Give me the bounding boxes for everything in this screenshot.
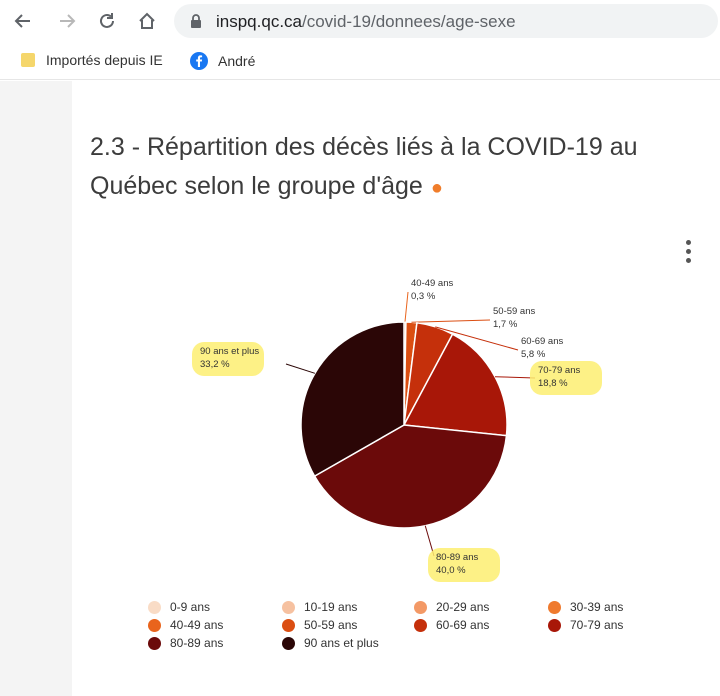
reload-button[interactable] [92,6,122,36]
data-label-name: 70-79 ans [538,365,581,376]
legend-label: 10-19 ans [304,600,358,614]
home-icon [139,12,155,29]
kebab-dot-icon [686,258,691,263]
legend-label: 20-29 ans [436,600,490,614]
legend-item-10-19[interactable]: 10-19 ans [282,600,357,614]
legend-label: 60-69 ans [436,618,490,632]
legend-item-30-39[interactable]: 30-39 ans [548,600,623,614]
bookmark-imported[interactable]: Importés depuis IE [20,52,163,68]
legend-swatch [148,636,161,650]
address-bar[interactable]: inspq.qc.ca/covid-19/donnees/age-sexe [174,4,718,38]
legend-swatch [414,618,427,632]
facebook-icon [190,52,208,70]
folder-icon [21,53,35,67]
bookmark-label: André [218,53,256,69]
legend-label: 90 ans et plus [304,636,379,650]
legend-item-40-49[interactable]: 40-49 ans [148,618,223,632]
legend-swatch [414,600,427,614]
url-host: inspq.qc.ca [216,12,302,31]
label-highlight [530,361,602,395]
data-label-name: 90 ans et plus [200,346,259,357]
title-bullet-icon: ● [430,177,443,199]
legend-swatch [282,618,295,632]
arrow-left-icon [14,14,30,28]
legend-label: 70-79 ans [570,618,624,632]
legend-swatch [148,618,161,632]
back-button[interactable] [8,6,38,36]
page-left-margin [0,81,72,696]
url-path: /covid-19/donnees/age-sexe [302,12,516,31]
connector-line [435,326,519,351]
kebab-dot-icon [686,249,691,254]
reload-icon [100,13,114,28]
data-label-name: 80-89 ans [436,552,479,563]
connector-line [404,291,409,323]
legend-item-90-plus[interactable]: 90 ans et plus [282,636,379,650]
legend-item-60-69[interactable]: 60-69 ans [414,618,489,632]
bookmark-label: Importés depuis IE [46,52,163,68]
legend-label: 80-89 ans [170,636,224,650]
label-highlight [428,548,500,582]
browser-toolbar: inspq.qc.ca/covid-19/donnees/age-sexe [0,0,720,42]
legend-swatch [548,600,561,614]
bookmark-andre[interactable]: André [190,52,255,70]
page-title-line2: Québec selon le groupe d'âge [90,172,423,200]
label-highlight [192,342,264,376]
data-label-value: 18,8 % [538,378,568,389]
data-label-value: 0,3 % [411,291,436,302]
url-text: inspq.qc.ca/covid-19/donnees/age-sexe [216,12,516,32]
legend-swatch [148,600,161,614]
legend-swatch [282,636,295,650]
pie-slice-90-ans-et-plus[interactable] [300,321,405,478]
data-label-name: 40-49 ans [411,278,454,289]
pie-slice-80-89-ans[interactable] [313,424,508,529]
forward-button[interactable] [52,6,82,36]
home-button[interactable] [132,6,162,36]
chart-menu-button[interactable] [684,240,694,266]
legend-item-0-9[interactable]: 0-9 ans [148,600,210,614]
lock-icon [191,14,201,28]
data-label-value: 33,2 % [200,359,230,370]
page-title: 2.3 - Répartition des décès liés à la CO… [90,128,710,208]
data-label-name: 60-69 ans [521,336,564,347]
data-label-value: 5,8 % [521,349,546,360]
legend-label: 40-49 ans [170,618,224,632]
legend-swatch [548,618,561,632]
data-label-name: 50-59 ans [493,306,536,317]
connector-line [411,319,491,323]
legend-item-80-89[interactable]: 80-89 ans [148,636,223,650]
legend-label: 50-59 ans [304,618,358,632]
page-title-line1: 2.3 - Répartition des décès liés à la CO… [90,133,638,161]
pie-slice-70-79-ans[interactable] [402,333,508,437]
legend-label: 30-39 ans [570,600,624,614]
kebab-dot-icon [686,240,691,245]
chart-legend: 0-9 ans 10-19 ans 20-29 ans 30-39 ans 40… [148,596,708,656]
legend-swatch [282,600,295,614]
legend-label: 0-9 ans [170,600,211,614]
legend-item-50-59[interactable]: 50-59 ans [282,618,357,632]
bookmarks-bar: Importés depuis IE André [0,42,720,80]
legend-item-20-29[interactable]: 20-29 ans [414,600,489,614]
data-label-value: 40,0 % [436,565,466,576]
connector-line [285,363,316,374]
connector-line [494,376,536,379]
legend-item-70-79[interactable]: 70-79 ans [548,618,623,632]
data-label-value: 1,7 % [493,319,518,330]
arrow-right-icon [60,14,76,28]
